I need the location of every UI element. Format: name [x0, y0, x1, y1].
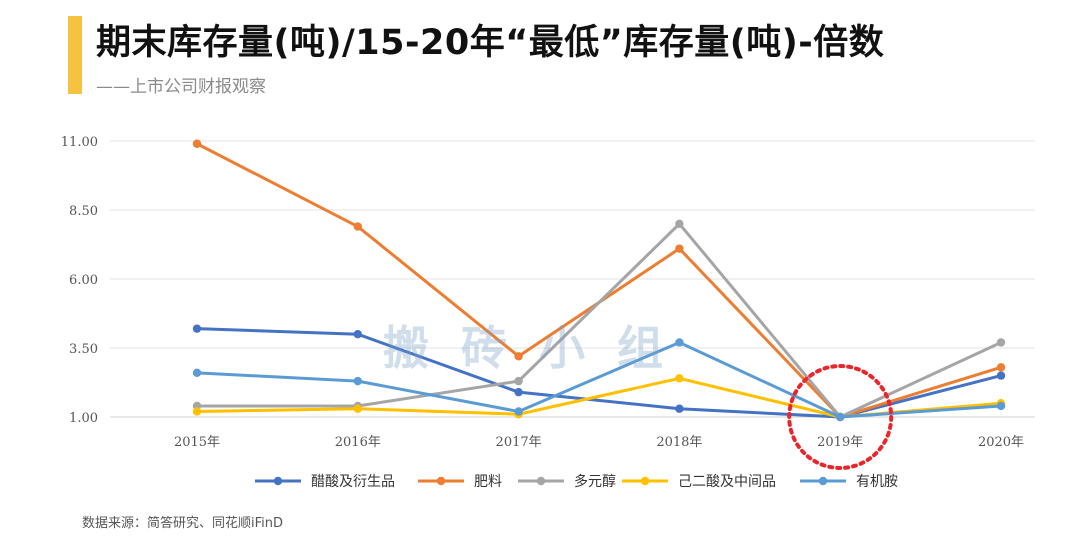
x-tick-label: 2015年	[174, 435, 220, 450]
watermark-text: 搬砖小组	[383, 321, 695, 375]
y-tick-label: 11.00	[61, 135, 98, 150]
y-tick-label: 8.50	[69, 204, 98, 219]
data-point	[192, 324, 202, 333]
data-point	[353, 330, 362, 339]
page-subtitle: ——上市公司财报观察	[96, 77, 266, 97]
legend-swatch-marker	[273, 476, 283, 486]
legend-swatch-marker	[640, 476, 650, 486]
series-line-4	[195, 340, 1003, 419]
title-accent-bar	[68, 16, 82, 94]
y-tick-label: 3.50	[69, 342, 98, 357]
legend-swatch-marker	[818, 476, 828, 486]
data-point	[996, 371, 1006, 380]
page-title: 期末库存量(吨)/15-20年“最低”库存量(吨)-倍数	[96, 23, 885, 63]
series-line-2	[195, 222, 1003, 419]
data-point	[996, 363, 1006, 372]
y-tick-label: 1.00	[69, 411, 98, 426]
data-point	[192, 407, 202, 416]
highlight-circle	[787, 364, 894, 470]
data-point	[514, 407, 523, 416]
legend-entry-label: 己二酸及中间品	[678, 474, 776, 490]
data-point	[353, 404, 362, 413]
legend-entry-label: 多元醇	[574, 473, 616, 490]
y-tick-label: 6.00	[69, 273, 98, 288]
data-point	[353, 376, 362, 386]
data-point	[996, 401, 1006, 411]
data-point	[675, 374, 684, 383]
legend-swatch-marker	[436, 476, 446, 486]
data-point	[675, 244, 684, 253]
data-point	[514, 387, 523, 397]
data-point	[675, 404, 684, 413]
legend-entry-label: 有机胺	[856, 474, 898, 490]
data-source-note: 数据来源：简答研究、同花顺iFinD	[82, 516, 284, 531]
data-point	[192, 139, 202, 148]
data-point	[836, 412, 845, 422]
data-point	[514, 376, 523, 386]
x-tick-label: 2016年	[335, 435, 381, 450]
data-point	[514, 352, 523, 361]
legend-entry-label: 醋酸及衍生品	[311, 474, 395, 490]
legend-entry-label: 肥料	[474, 474, 502, 490]
data-point	[996, 338, 1006, 347]
data-point	[675, 338, 684, 347]
legend-swatch-marker	[536, 476, 546, 486]
data-point	[353, 222, 362, 231]
data-point	[192, 368, 202, 378]
x-tick-label: 2018年	[656, 435, 702, 450]
x-tick-label: 2019年	[817, 435, 863, 450]
x-tick-label: 2017年	[496, 435, 542, 450]
data-point	[675, 219, 684, 228]
x-tick-label: 2020年	[978, 435, 1024, 450]
